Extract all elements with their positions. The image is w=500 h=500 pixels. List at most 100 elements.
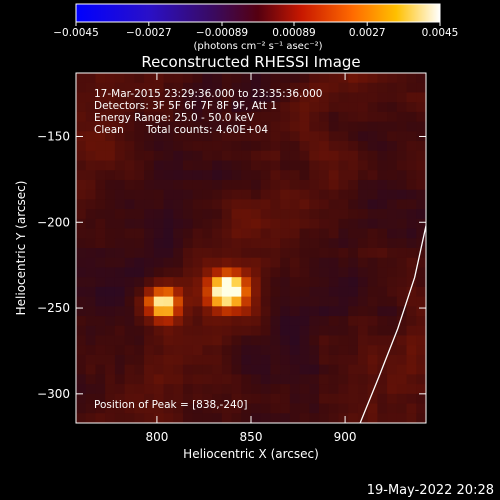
heatmap-cell [338, 306, 349, 317]
heatmap-cell [309, 238, 320, 249]
heatmap-cell [338, 82, 349, 94]
heatmap-cell [396, 111, 408, 123]
heatmap-cell [377, 189, 388, 200]
heatmap-cell [182, 403, 194, 414]
heatmap-cell [134, 150, 145, 162]
heatmap-cell [328, 170, 340, 181]
heatmap-cell [289, 306, 301, 317]
heatmap-cell [212, 306, 223, 317]
heatmap-cell [309, 102, 320, 113]
heatmap-cell [124, 238, 135, 249]
heatmap-cell [95, 141, 106, 152]
heatmap-cell [357, 248, 369, 259]
heatmap-cell [280, 325, 291, 337]
heatmap-cell [367, 150, 378, 162]
heatmap-cell [163, 228, 174, 239]
heatmap-cell [338, 73, 349, 84]
heatmap-cell [153, 82, 165, 94]
heatmap-cell [105, 277, 116, 288]
heatmap-cell [241, 199, 252, 210]
heatmap-cell [76, 111, 87, 123]
heatmap-cell [76, 306, 87, 317]
heatmap-cell [377, 199, 388, 210]
heatmap-cell [95, 218, 106, 230]
heatmap-cell [134, 364, 145, 375]
heatmap-cell [309, 160, 320, 171]
heatmap-cell [85, 228, 97, 239]
heatmap-cell [357, 325, 369, 337]
heatmap-cell [357, 150, 369, 162]
heatmap-cell [416, 121, 426, 132]
heatmap-cell [212, 228, 223, 239]
heatmap-cell [260, 296, 272, 307]
heatmap-cell [387, 277, 398, 288]
heatmap-cell [299, 238, 310, 249]
heatmap-cell [192, 403, 203, 414]
heatmap-cell [221, 160, 233, 171]
heatmap-cell [105, 141, 116, 152]
heatmap-cell [163, 218, 174, 230]
heatmap-cell [270, 218, 281, 230]
heatmap-cell [387, 170, 398, 181]
heatmap-cell [202, 111, 213, 123]
heatmap-cell [212, 384, 223, 395]
heatmap-cell [221, 296, 233, 307]
heatmap-cell [76, 179, 87, 191]
heatmap-cell [173, 199, 184, 210]
heatmap-cell [95, 179, 106, 191]
heatmap-cell [202, 228, 213, 239]
heatmap-cell [153, 238, 165, 249]
heatmap-cell [221, 248, 233, 259]
heatmap-cell [270, 374, 281, 385]
heatmap-cell [163, 199, 174, 210]
heatmap-cell [182, 141, 194, 152]
heatmap-cell [299, 73, 310, 84]
heatmap-cell [387, 102, 398, 113]
heatmap-cell [328, 150, 340, 162]
heatmap-cell [251, 73, 262, 84]
heatmap-cell [144, 354, 155, 366]
heatmap-cell [280, 121, 291, 132]
heatmap-cell [299, 286, 310, 298]
heatmap-cell [182, 238, 194, 249]
heatmap-cell [260, 267, 272, 278]
heatmap-cell [289, 296, 301, 307]
heatmap-cell [173, 277, 184, 288]
heatmap-cell [280, 92, 291, 103]
heatmap-cell [85, 316, 97, 327]
heatmap-cell [406, 102, 417, 113]
heatmap-cell [153, 160, 165, 171]
heatmap-cell [153, 335, 165, 346]
heatmap-cell [241, 189, 252, 200]
heatmap-cell [153, 413, 165, 423]
heatmap-cell [221, 228, 233, 239]
heatmap-cell [173, 364, 184, 375]
heatmap-cell [163, 413, 174, 423]
heatmap-cell [260, 325, 272, 337]
heatmap-cell [377, 345, 388, 356]
heatmap-cell [328, 248, 340, 259]
heatmap-cell [85, 374, 97, 385]
heatmap-cell [348, 306, 359, 317]
heatmap-cell [134, 73, 145, 84]
heatmap-cell [124, 179, 135, 191]
heatmap-cell [212, 335, 223, 346]
heatmap-cell [95, 73, 106, 84]
heatmap-cell [241, 403, 252, 414]
heatmap-cell [76, 374, 87, 385]
heatmap-cell [377, 141, 388, 152]
heatmap-cell [105, 121, 116, 132]
heatmap-cell [251, 160, 262, 171]
heatmap-cell [192, 218, 203, 230]
heatmap-cell [367, 92, 378, 103]
heatmap-cell [163, 277, 174, 288]
heatmap-cell [202, 248, 213, 259]
heatmap-cell [144, 73, 155, 84]
heatmap-cell [144, 296, 155, 307]
heatmap-cell [221, 267, 233, 278]
heatmap-cell [377, 384, 388, 395]
heatmap-cell [114, 316, 126, 327]
heatmap-cell [212, 141, 223, 152]
heatmap-cell [85, 111, 97, 123]
heatmap-cell [260, 345, 272, 356]
